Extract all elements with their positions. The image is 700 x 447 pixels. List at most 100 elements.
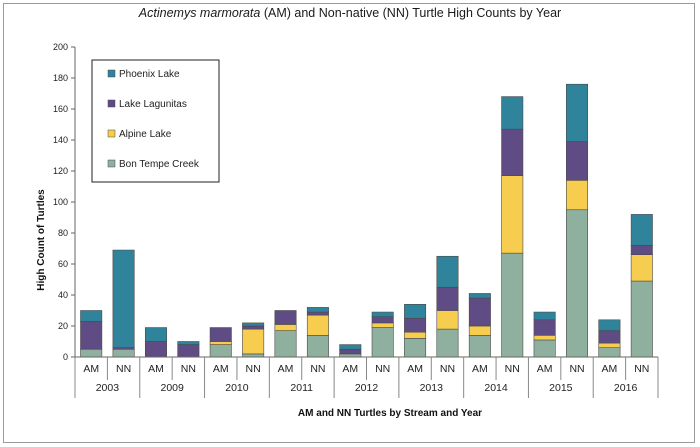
bar-segment (533, 319, 556, 336)
bar-segment (80, 348, 103, 358)
x-year-label: 2011 (290, 382, 313, 394)
y-tick-label: 20 (58, 321, 68, 331)
x-year-label: 2015 (549, 382, 573, 394)
y-tick-label: 100 (53, 197, 68, 207)
bar-segment (533, 339, 556, 358)
x-category-label: NN (569, 363, 584, 375)
bar-segment (404, 303, 427, 319)
x-category-label: AM (213, 363, 229, 375)
bar-segment (404, 317, 427, 333)
bar-segment (436, 286, 459, 311)
bar-segment (566, 180, 589, 211)
x-category-label: AM (472, 363, 488, 375)
bar-segment (371, 327, 394, 358)
y-tick-label: 0 (63, 352, 68, 362)
y-tick-label: 80 (58, 228, 68, 238)
bar-segment (533, 311, 556, 321)
bar-segment (371, 322, 394, 328)
bar-segment (436, 255, 459, 288)
bar-segment (404, 331, 427, 339)
chart-title: Actinemys marmorata (AM) and Non-native … (138, 6, 561, 20)
x-year-label: 2014 (484, 382, 508, 394)
bar-segment (630, 214, 653, 246)
legend: Phoenix Lake Lake Lagunitas Alpine Lake Bon… (91, 59, 220, 183)
bar-segment (274, 310, 297, 325)
bar-segment (436, 328, 459, 358)
x-year-label: 2013 (420, 382, 444, 394)
y-tick-label: 180 (53, 73, 68, 83)
bar-segment (501, 175, 524, 254)
bar-segment (566, 209, 589, 358)
legend-swatch (107, 69, 116, 78)
bar-segment (306, 334, 329, 358)
x-category-label: AM (148, 363, 164, 375)
x-category-label: NN (505, 363, 520, 375)
legend-label: Lake Lagunitas (119, 99, 187, 110)
bar-segment (371, 316, 394, 324)
bar-segment (630, 254, 653, 282)
bar-segment (436, 310, 459, 330)
legend-swatch (107, 159, 116, 168)
bar-segment (209, 327, 232, 342)
bar-segment (274, 324, 297, 331)
bar-segment (306, 314, 329, 336)
y-tick-label: 60 (58, 259, 68, 269)
legend-label: Phoenix Lake (119, 69, 180, 80)
chart-title-species: Actinemys marmorata (138, 6, 261, 20)
bar-segment (468, 293, 491, 299)
bar-segment (404, 338, 427, 358)
bar-segment (177, 344, 200, 358)
bar-segment (598, 347, 621, 358)
bar-segment (533, 334, 556, 341)
bar-segment (598, 330, 621, 344)
bar-segment (598, 342, 621, 348)
x-category-label: AM (83, 363, 99, 375)
bar-segment (242, 325, 265, 330)
bar-segment (501, 128, 524, 176)
bar-segment (630, 280, 653, 358)
bar-segment (468, 334, 491, 358)
y-tick-label: 200 (53, 42, 68, 52)
bar-segment (306, 307, 329, 313)
legend-label: Alpine Lake (119, 129, 172, 140)
x-category-label: AM (407, 363, 423, 375)
x-category-label: NN (181, 363, 196, 375)
bar-segment (630, 245, 653, 255)
x-category-label: NN (116, 363, 131, 375)
legend-label: Bon Tempe Creek (119, 159, 200, 170)
x-category-label: NN (375, 363, 390, 375)
x-year-label: 2012 (355, 382, 379, 394)
y-tick-label: 40 (58, 290, 68, 300)
legend-swatch (107, 129, 116, 138)
x-category-label: NN (634, 363, 649, 375)
bar-segment (242, 328, 265, 355)
bar-segment (339, 344, 362, 350)
bar-segment (371, 311, 394, 317)
bar-segment (274, 330, 297, 358)
x-axis-title: AM and NN Turtles by Stream and Year (298, 408, 482, 419)
bar-segment (177, 341, 200, 345)
bar-segment (209, 341, 232, 345)
bars-group (80, 83, 653, 358)
bar-segment (144, 341, 167, 358)
y-axis: 0 20 40 60 80 100 120 140 160 180 200 (53, 42, 76, 362)
bar-segment (209, 344, 232, 358)
x-year-label: 2016 (614, 382, 638, 394)
x-category-label: AM (602, 363, 618, 375)
x-year-label: 2010 (225, 382, 249, 394)
x-category-label: AM (537, 363, 553, 375)
x-axis: AM NN AM NN AM NN AM NN AM NN AM NN AM NN AM NN AM NN 2003… (74, 356, 659, 398)
bar-segment (80, 321, 103, 350)
bar-segment (144, 327, 167, 342)
bar-segment (80, 310, 103, 322)
x-year-label: 2009 (160, 382, 184, 394)
y-tick-label: 140 (53, 135, 68, 145)
bar-segment (566, 141, 589, 181)
bar-segment (112, 348, 135, 358)
y-axis-title: High Count of Turtles (36, 189, 47, 291)
x-category-label: NN (440, 363, 455, 375)
x-category-label: NN (310, 363, 325, 375)
x-category-label: NN (246, 363, 261, 375)
chart-title-rest: (AM) and Non-native (NN) Turtle High Cou… (260, 6, 561, 20)
